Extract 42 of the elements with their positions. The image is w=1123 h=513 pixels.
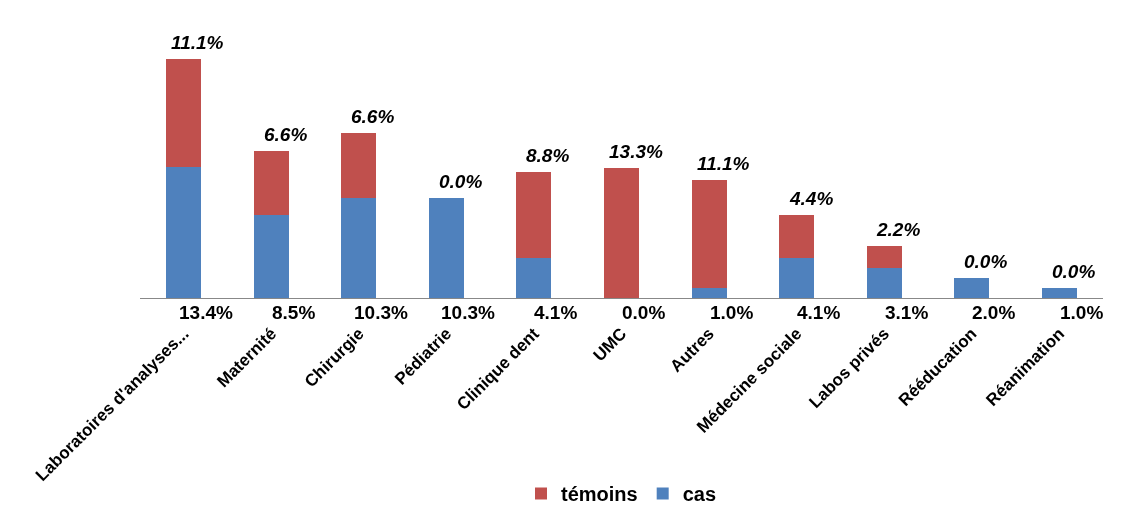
bar <box>166 59 202 168</box>
data-label: 4.4% <box>789 188 834 209</box>
bar <box>428 197 464 298</box>
legend-label: témoins <box>561 483 638 506</box>
data-label: 13.4% <box>179 302 233 323</box>
data-label: 0.0% <box>964 251 1008 272</box>
data-label: 11.1% <box>171 32 224 53</box>
data-label: 10.3% <box>354 302 408 323</box>
bar <box>516 258 552 298</box>
bar <box>253 215 289 298</box>
data-label: 6.6% <box>264 124 308 145</box>
bar <box>341 133 377 198</box>
data-label: 8.5% <box>272 302 316 323</box>
bar <box>166 167 202 298</box>
bar <box>691 288 727 298</box>
data-label: 13.3% <box>609 141 663 162</box>
data-label: 0.0% <box>622 302 666 323</box>
data-label: 3.1% <box>885 302 929 323</box>
data-label: 1.0% <box>1060 302 1104 323</box>
bar <box>253 150 289 216</box>
data-label: 0.0% <box>1052 261 1096 282</box>
data-label: 4.1% <box>797 302 841 323</box>
bar <box>779 258 815 298</box>
bar <box>866 246 902 268</box>
data-label: 4.1% <box>534 302 578 323</box>
data-label: 2.2% <box>876 219 921 240</box>
data-label: 1.0% <box>710 302 754 323</box>
bar <box>866 267 902 298</box>
bar <box>516 172 552 258</box>
bar <box>1041 288 1077 298</box>
data-label: 11.1% <box>697 153 750 174</box>
legend-label: cas <box>682 483 717 506</box>
bar <box>691 179 727 289</box>
bar <box>954 278 990 298</box>
bar <box>779 215 815 258</box>
data-label: 10.3% <box>441 302 495 323</box>
data-label: 8.8% <box>526 145 570 166</box>
data-label: 6.6% <box>351 106 395 127</box>
data-label: 0.0% <box>439 171 483 192</box>
data-label: 2.0% <box>972 302 1016 323</box>
bar <box>341 197 377 298</box>
bar <box>603 168 640 298</box>
